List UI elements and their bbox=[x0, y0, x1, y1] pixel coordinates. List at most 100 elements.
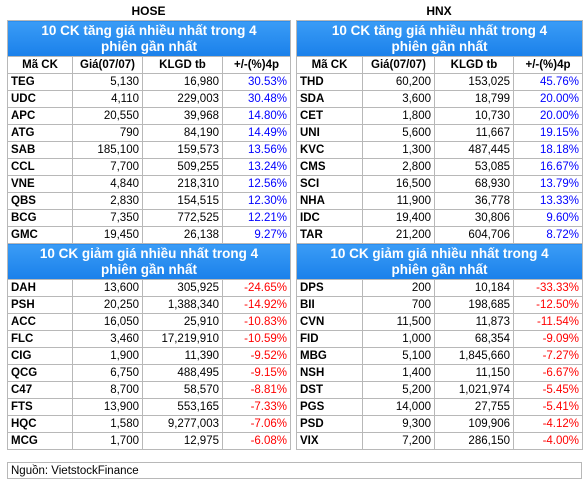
row: HQC 1,580 9,277,003 -7.06% bbox=[7, 415, 292, 433]
cell: 13,600 bbox=[72, 279, 143, 297]
ticker: CVN bbox=[296, 313, 363, 331]
cell: 16,980 bbox=[142, 73, 223, 91]
row: BCG 7,350 772,525 12.21% bbox=[7, 209, 292, 227]
cell: 39,968 bbox=[142, 107, 223, 125]
cell: 8.72% bbox=[512, 226, 584, 244]
row: APC 20,550 39,968 14.80% bbox=[7, 107, 292, 125]
cell: 154,515 bbox=[142, 192, 223, 210]
ticker: UNI bbox=[296, 124, 363, 142]
cell: 13.79% bbox=[512, 175, 584, 193]
cell: 8,700 bbox=[72, 381, 143, 399]
row: VIX 7,200 286,150 -4.00% bbox=[296, 432, 584, 450]
cell: 185,100 bbox=[72, 141, 143, 159]
cell: 198,685 bbox=[434, 296, 514, 314]
row: SAB 185,100 159,573 13.56% bbox=[7, 141, 292, 159]
cell: 21,200 bbox=[362, 226, 435, 244]
row: THD 60,200 153,025 45.76% bbox=[296, 73, 584, 91]
cell: 68,354 bbox=[434, 330, 514, 348]
ticker: CCL bbox=[7, 158, 73, 176]
ticker: PSH bbox=[7, 296, 73, 314]
exchange-name: HNX bbox=[426, 4, 452, 18]
row: FID 1,000 68,354 -9.09% bbox=[296, 330, 584, 348]
cell: 17,219,910 bbox=[142, 330, 223, 348]
cell: 1,900 bbox=[72, 347, 143, 365]
ticker: CET bbox=[296, 107, 363, 125]
ticker: DAH bbox=[7, 279, 73, 297]
column-header: KLGD tb bbox=[434, 56, 514, 74]
header-row: Mã CK Giá(07/07) KLGD tb +/-(%)4p bbox=[7, 56, 292, 74]
cell: 109,906 bbox=[434, 415, 514, 433]
source: Nguồn: VietstockFinance bbox=[7, 462, 582, 479]
cell: -10.59% bbox=[221, 330, 292, 348]
ticker: FLC bbox=[7, 330, 73, 348]
ticker: SDA bbox=[296, 90, 363, 108]
ticker: THD bbox=[296, 73, 363, 91]
row: UDC 4,110 229,003 30.48% bbox=[7, 90, 292, 108]
section-title-row: 10 CK tăng giá nhiều nhất trong 4 phiên … bbox=[6, 20, 292, 57]
ticker: UDC bbox=[7, 90, 73, 108]
ticker: QBS bbox=[7, 192, 73, 210]
row: CMS 2,800 53,085 16.67% bbox=[296, 158, 584, 176]
ticker: ACC bbox=[7, 313, 73, 331]
section-title-row: 10 CK giảm giá nhiều nhất trong 4 phiên … bbox=[295, 243, 584, 280]
cell: 16,500 bbox=[362, 175, 435, 193]
cell: -8.81% bbox=[221, 381, 292, 399]
row: SDA 3,600 18,799 20.00% bbox=[296, 90, 584, 108]
row: QCG 6,750 488,495 -9.15% bbox=[7, 364, 292, 382]
cell: 790 bbox=[72, 124, 143, 142]
row: DST 5,200 1,021,974 -5.45% bbox=[296, 381, 584, 399]
cell: 68,930 bbox=[434, 175, 514, 193]
cell: -9.15% bbox=[221, 364, 292, 382]
cell: -7.06% bbox=[221, 415, 292, 433]
cell: 3,460 bbox=[72, 330, 143, 348]
ticker: PGS bbox=[296, 398, 363, 416]
cell: 153,025 bbox=[434, 73, 514, 91]
cell: 487,445 bbox=[434, 141, 514, 159]
cell: 200 bbox=[362, 279, 435, 297]
cell: 10,730 bbox=[434, 107, 514, 125]
ticker: TEG bbox=[7, 73, 73, 91]
ticker: NSH bbox=[296, 364, 363, 382]
cell: 286,150 bbox=[434, 432, 514, 450]
cell: -11.54% bbox=[512, 313, 584, 331]
cell: 1,580 bbox=[72, 415, 143, 433]
row: GMC 19,450 26,138 9.27% bbox=[7, 226, 292, 244]
row: FLC 3,460 17,219,910 -10.59% bbox=[7, 330, 292, 348]
row: FTS 13,900 553,165 -7.33% bbox=[7, 398, 292, 416]
cell: 11,390 bbox=[142, 347, 223, 365]
cell: 305,925 bbox=[142, 279, 223, 297]
cell: -14.92% bbox=[221, 296, 292, 314]
row: DAH 13,600 305,925 -24.65% bbox=[7, 279, 292, 297]
ticker: BII bbox=[296, 296, 363, 314]
cell: 5,200 bbox=[362, 381, 435, 399]
row: KVC 1,300 487,445 18.18% bbox=[296, 141, 584, 159]
ticker: ATG bbox=[7, 124, 73, 142]
row: TEG 5,130 16,980 30.53% bbox=[7, 73, 292, 91]
panel: HNX 10 CK tăng giá nhiều nhất trong 4 phi… bbox=[295, 2, 584, 450]
cell: -4.12% bbox=[512, 415, 584, 433]
cell: 19,400 bbox=[362, 209, 435, 227]
cell: -5.45% bbox=[512, 381, 584, 399]
section-title: 10 CK giảm giá nhiều nhất trong 4 phiên … bbox=[6, 243, 292, 280]
row: NSH 1,400 11,150 -6.67% bbox=[296, 364, 584, 382]
cell: 5,100 bbox=[362, 347, 435, 365]
header-row: Mã CK Giá(07/07) KLGD tb +/-(%)4p bbox=[296, 56, 584, 74]
ticker: SCI bbox=[296, 175, 363, 193]
ticker: VIX bbox=[296, 432, 363, 450]
cell: 2,800 bbox=[362, 158, 435, 176]
ticker: MBG bbox=[296, 347, 363, 365]
row: PSH 20,250 1,388,340 -14.92% bbox=[7, 296, 292, 314]
cell: 6,750 bbox=[72, 364, 143, 382]
cell: 19,450 bbox=[72, 226, 143, 244]
section-title-row: 10 CK tăng giá nhiều nhất trong 4 phiên … bbox=[295, 20, 584, 57]
ticker: DST bbox=[296, 381, 363, 399]
column-header: Mã CK bbox=[296, 56, 363, 74]
cell: 11,667 bbox=[434, 124, 514, 142]
row: ACC 16,050 25,910 -10.83% bbox=[7, 313, 292, 331]
row: PSD 9,300 109,906 -4.12% bbox=[296, 415, 584, 433]
ticker: HQC bbox=[7, 415, 73, 433]
cell: 604,706 bbox=[434, 226, 514, 244]
section-title: 10 CK giảm giá nhiều nhất trong 4 phiên … bbox=[295, 243, 584, 280]
cell: 7,350 bbox=[72, 209, 143, 227]
cell: 45.76% bbox=[512, 73, 584, 91]
